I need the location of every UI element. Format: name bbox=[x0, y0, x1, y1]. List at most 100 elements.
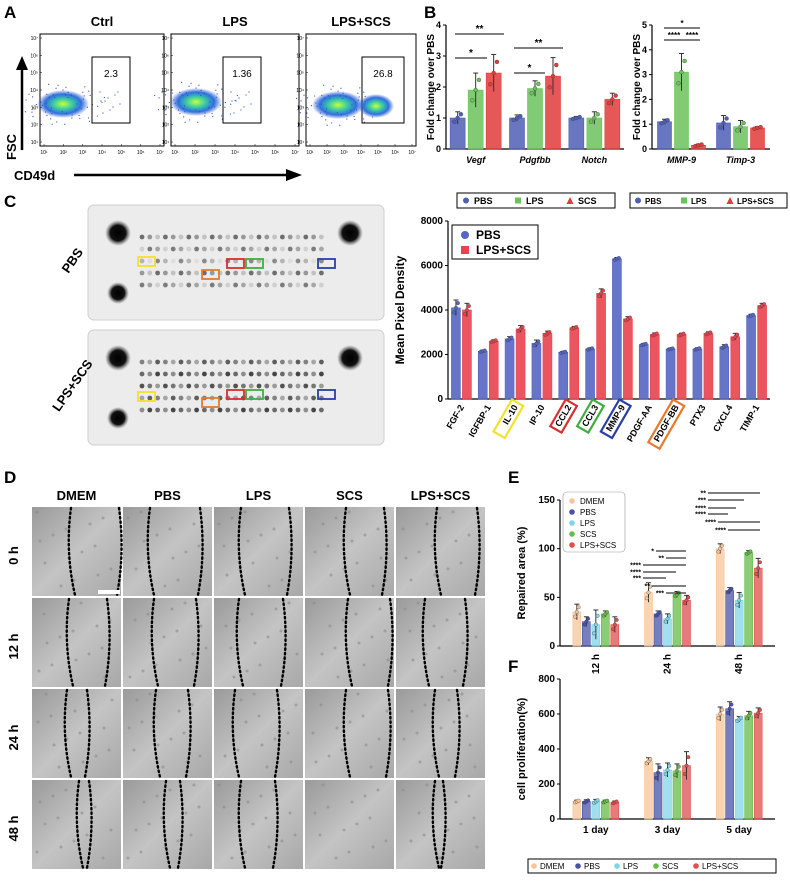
cell-texture bbox=[355, 822, 359, 826]
legend-marker bbox=[635, 197, 641, 204]
array-spot bbox=[155, 383, 161, 389]
array-spot bbox=[194, 359, 200, 365]
event-dot bbox=[325, 111, 327, 113]
data-point bbox=[682, 772, 687, 776]
cell-texture bbox=[135, 698, 139, 702]
array-spot bbox=[170, 407, 176, 413]
legend-label: DMEM bbox=[580, 497, 605, 506]
data-point bbox=[466, 304, 471, 308]
bar-pbs bbox=[725, 590, 734, 647]
significance-label: **** bbox=[715, 528, 726, 535]
cell-texture bbox=[293, 833, 297, 837]
scale-bar bbox=[98, 590, 120, 594]
array-spot bbox=[272, 359, 277, 365]
data-point bbox=[719, 707, 724, 712]
cell-texture bbox=[446, 828, 450, 832]
cell-texture bbox=[134, 828, 138, 832]
cell-texture bbox=[363, 794, 367, 798]
array-spot bbox=[194, 383, 200, 389]
cell-texture bbox=[280, 839, 284, 843]
x-tick-label: 10⁷ bbox=[156, 150, 164, 156]
cell-texture bbox=[197, 805, 201, 809]
y-tick-label: 4 bbox=[642, 45, 647, 55]
highlight-box bbox=[226, 258, 245, 269]
data-point bbox=[657, 610, 662, 615]
bar-pbs bbox=[451, 307, 461, 400]
bar-lps-scs bbox=[488, 340, 499, 400]
x-tick-label: 10² bbox=[191, 150, 199, 156]
event-dot bbox=[216, 93, 218, 95]
cell-texture bbox=[259, 794, 263, 798]
micrograph-row-label: 48 h bbox=[6, 815, 21, 841]
cell-texture bbox=[107, 748, 111, 752]
event-dot bbox=[314, 95, 316, 97]
y-tick-label: 10² bbox=[297, 123, 305, 129]
x-category-label: FGF-2 bbox=[444, 403, 466, 431]
cell-texture bbox=[328, 624, 332, 628]
event-dot bbox=[52, 94, 54, 96]
event-dot bbox=[351, 104, 353, 106]
array-spot bbox=[217, 282, 223, 288]
array-spot bbox=[311, 383, 316, 389]
event-dot bbox=[168, 101, 171, 104]
event-dot bbox=[326, 124, 328, 126]
event-dot bbox=[224, 102, 226, 104]
cell-texture bbox=[294, 703, 298, 707]
array-spot bbox=[319, 359, 324, 365]
array-spot bbox=[303, 407, 309, 413]
fsc-axis-label: FSC bbox=[4, 133, 19, 160]
cell-texture bbox=[142, 539, 146, 543]
cell-texture bbox=[350, 800, 354, 804]
wound-edge-left bbox=[433, 506, 443, 597]
y-tick-label: 10³ bbox=[31, 105, 39, 111]
array-spot bbox=[139, 395, 145, 401]
array-spot bbox=[311, 270, 316, 276]
cell-texture bbox=[57, 765, 61, 769]
data-point bbox=[574, 325, 579, 329]
x-category-label: 24 h bbox=[663, 654, 674, 674]
array-spot bbox=[272, 383, 277, 389]
significance-label: ** bbox=[535, 38, 543, 49]
cell-texture bbox=[88, 522, 92, 526]
data-point bbox=[682, 58, 687, 64]
data-point bbox=[627, 315, 632, 320]
event-dot bbox=[235, 100, 237, 102]
event-dot bbox=[64, 94, 66, 96]
event-dot bbox=[87, 117, 90, 119]
data-point bbox=[751, 312, 756, 317]
cell-texture bbox=[348, 720, 352, 724]
event-dot bbox=[204, 112, 206, 114]
event-dot bbox=[200, 89, 202, 91]
event-dot bbox=[179, 91, 181, 93]
event-dot bbox=[190, 82, 192, 84]
x-tick-label: 10⁶ bbox=[137, 150, 145, 156]
data-point bbox=[667, 763, 672, 768]
wound-edge-right bbox=[103, 597, 111, 688]
y-axis-title: Repaired area (%) bbox=[516, 526, 528, 619]
data-point bbox=[452, 119, 457, 124]
x-tick-label: 10⁴ bbox=[98, 150, 106, 156]
data-point bbox=[644, 596, 649, 601]
data-point bbox=[462, 312, 467, 316]
data-point bbox=[756, 566, 761, 571]
array-spot bbox=[303, 258, 309, 264]
array-spot bbox=[209, 371, 215, 377]
data-point bbox=[493, 338, 498, 343]
data-point bbox=[762, 302, 767, 307]
data-point bbox=[554, 62, 559, 68]
wound-edge-right bbox=[380, 506, 388, 597]
cell-texture bbox=[85, 833, 89, 837]
cell-texture bbox=[204, 646, 208, 650]
data-point bbox=[588, 119, 594, 124]
data-point bbox=[684, 763, 689, 768]
cell-texture bbox=[461, 641, 465, 645]
array-spot bbox=[186, 282, 192, 288]
data-point bbox=[582, 622, 587, 627]
event-dot bbox=[181, 81, 183, 83]
cell-texture bbox=[361, 714, 365, 718]
micrograph-tile bbox=[396, 507, 485, 596]
array-spot bbox=[303, 282, 309, 288]
array-spot bbox=[241, 359, 246, 365]
bar-lps bbox=[734, 718, 744, 820]
cell-texture bbox=[312, 601, 316, 605]
